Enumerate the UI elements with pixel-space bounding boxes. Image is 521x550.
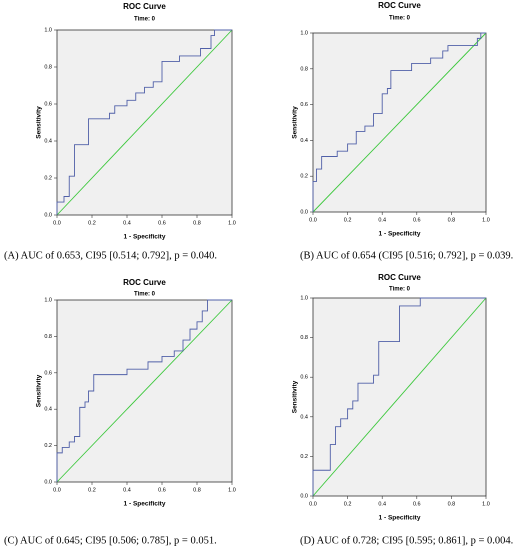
roc-line [312, 32, 486, 212]
x-tick-label: 1.0 [228, 487, 236, 493]
x-tick-label: 0.4 [378, 501, 386, 507]
roc-line [56, 29, 232, 215]
x-tick-label: 0.8 [193, 220, 201, 226]
y-tick-label: 0.8 [300, 66, 308, 72]
x-axis-label: 1 - Specificity [124, 501, 166, 508]
chart-subtitle: Time: 0 [389, 287, 411, 293]
y-tick-label: 0.2 [300, 174, 308, 180]
y-tick-label: 0.0 [44, 212, 52, 218]
y-tick-label: 0.2 [300, 454, 308, 460]
chart-title: ROC Curve [123, 2, 166, 11]
y-axis-label: Sensitivity [292, 380, 299, 413]
y-tick-label: 0.4 [44, 138, 52, 144]
chart-title: ROC Curve [123, 278, 166, 287]
x-tick-label: 0.8 [193, 487, 201, 493]
caption: (A) AUC of 0.653, CI95 [0.514; 0.792], p… [4, 250, 217, 261]
y-tick-label: 1.0 [44, 27, 52, 33]
y-tick-label: 0.6 [44, 101, 52, 107]
y-tick-label: 0.6 [300, 375, 308, 381]
x-axis-label: 1 - Specificity [124, 234, 166, 241]
x-axis-label: 1 - Specificity [379, 231, 421, 238]
x-tick-label: 0.6 [413, 217, 421, 223]
y-tick-label: 0.2 [44, 175, 52, 181]
x-tick-label: 0.2 [344, 501, 352, 507]
x-tick-label: 0.8 [448, 501, 456, 507]
chart-title: ROC Curve [378, 1, 421, 10]
roc-line [312, 32, 487, 213]
x-tick-label: 0.2 [88, 487, 96, 493]
x-tick-label: 0.2 [88, 220, 96, 226]
y-tick-label: 0.4 [300, 138, 308, 144]
y-tick-label: 0.0 [300, 209, 308, 215]
x-tick-label: 1.0 [482, 501, 490, 507]
x-tick-label: 0.0 [309, 501, 317, 507]
x-tick-label: 0.2 [344, 217, 352, 223]
chart-subtitle: Time: 0 [134, 292, 156, 298]
y-tick-label: 0.6 [44, 370, 52, 376]
x-axis-label: 1 - Specificity [379, 515, 421, 522]
chart-title: ROC Curve [378, 273, 421, 282]
chart-subtitle: Time: 0 [389, 16, 411, 22]
y-tick-label: 0.0 [44, 479, 52, 485]
x-tick-label: 0.4 [123, 220, 131, 226]
x-tick-label: 0.0 [309, 217, 317, 223]
y-axis-label: Sensitivity [36, 374, 43, 407]
x-tick-label: 1.0 [482, 217, 490, 223]
roc-line [56, 299, 233, 483]
y-tick-label: 0.8 [44, 64, 52, 70]
x-tick-label: 0.8 [448, 217, 456, 223]
roc-line [56, 29, 233, 216]
x-tick-label: 0.4 [123, 487, 131, 493]
y-tick-label: 1.0 [300, 30, 308, 36]
x-tick-label: 0.6 [158, 220, 166, 226]
y-tick-label: 0.8 [300, 335, 308, 341]
x-tick-label: 0.4 [378, 217, 386, 223]
y-tick-label: 0.4 [300, 414, 308, 420]
y-tick-label: 1.0 [44, 297, 52, 303]
x-tick-label: 0.6 [158, 487, 166, 493]
caption: (B) AUC of 0.654 (CI95 [0.516; 0.792], p… [300, 250, 513, 261]
chart-subtitle: Time: 0 [134, 17, 156, 23]
y-axis-label: Sensitivity [292, 106, 299, 139]
caption: (D) AUC of 0.728; CI95 [0.595; 0.861], p… [300, 535, 513, 546]
y-tick-label: 0.6 [300, 102, 308, 108]
roc-line [312, 297, 486, 496]
caption: (C) AUC of 0.645; CI95 [0.506; 0.785], p… [4, 535, 217, 546]
x-tick-label: 0.6 [413, 501, 421, 507]
x-tick-label: 0.0 [53, 487, 61, 493]
y-tick-label: 0.8 [44, 334, 52, 340]
x-tick-label: 0.0 [53, 220, 61, 226]
x-tick-label: 1.0 [228, 220, 236, 226]
roc-line [56, 299, 232, 482]
y-tick-label: 1.0 [300, 295, 308, 301]
y-tick-label: 0.4 [44, 407, 52, 413]
y-tick-label: 0.0 [300, 493, 308, 499]
roc-line [312, 297, 487, 497]
y-tick-label: 0.2 [44, 443, 52, 449]
y-axis-label: Sensitivity [36, 106, 43, 139]
